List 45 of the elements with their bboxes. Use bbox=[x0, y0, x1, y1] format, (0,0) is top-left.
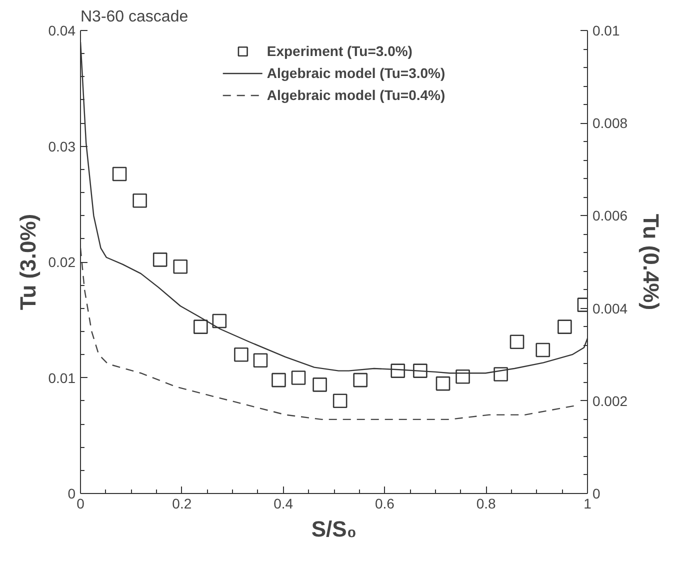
y2-tick-label: 0.002 bbox=[592, 392, 628, 409]
point bbox=[173, 259, 188, 274]
point bbox=[436, 376, 450, 391]
point bbox=[390, 364, 406, 378]
y-tick-label: 0.03 bbox=[48, 138, 76, 154]
point bbox=[212, 314, 227, 328]
point bbox=[112, 166, 127, 182]
point bbox=[132, 194, 147, 208]
x-tick-label: 0.6 bbox=[374, 496, 395, 512]
point bbox=[253, 353, 268, 368]
point bbox=[291, 370, 306, 385]
y2-tick-label: 0.008 bbox=[592, 115, 628, 132]
y-tick-label: 0 bbox=[68, 486, 76, 502]
x-tick-label: 0.8 bbox=[476, 496, 496, 512]
point bbox=[494, 367, 508, 382]
point bbox=[536, 342, 550, 358]
point bbox=[272, 372, 286, 388]
legend-label: Algebraic model (Tu=3.0%) bbox=[266, 65, 446, 81]
point bbox=[353, 372, 368, 388]
y2-axis-title: Tu (0.4%) bbox=[638, 214, 664, 310]
y2-tick-label: 0.006 bbox=[592, 208, 628, 224]
point bbox=[413, 364, 428, 378]
line-series bbox=[80, 248, 576, 420]
x-tick-label: 1 bbox=[584, 496, 592, 512]
point bbox=[456, 369, 470, 384]
y-axis-title: Tu (3.0%) bbox=[15, 214, 40, 310]
point bbox=[332, 394, 348, 408]
x-tick-label: 0.4 bbox=[274, 496, 294, 512]
point bbox=[510, 334, 524, 350]
y-tick-label: 0.04 bbox=[48, 22, 76, 38]
point bbox=[312, 378, 327, 392]
point bbox=[194, 320, 208, 334]
y-tick-label: 0.02 bbox=[48, 254, 76, 270]
legend-label: Experiment (Tu=3.0%) bbox=[266, 43, 412, 59]
point bbox=[152, 252, 168, 267]
y2-tick-label: 0.01 bbox=[592, 22, 620, 38]
chart-title: N3-60 cascade bbox=[80, 8, 188, 26]
y2-tick-label: 0 bbox=[592, 486, 600, 502]
x-axis-title: S/S₀ bbox=[311, 516, 357, 542]
y2-tick-label: 0.004 bbox=[592, 300, 628, 316]
point bbox=[558, 320, 572, 334]
x-tick-label: 0.2 bbox=[172, 496, 192, 512]
legend-label: Algebraic model (Tu=0.4%) bbox=[266, 87, 446, 103]
point bbox=[234, 347, 248, 362]
y-tick-label: 0.01 bbox=[48, 370, 76, 386]
